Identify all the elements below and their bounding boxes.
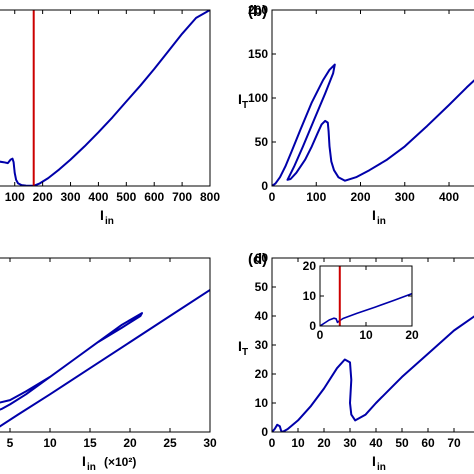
panel-c: 5 10 15 20 25 30 I in (×10²) — [0, 257, 217, 473]
panel-a-series-line-0 — [0, 10, 210, 186]
panel-d-inset-plot-area — [320, 266, 412, 326]
panel-d-y-tick-label: 40 — [255, 309, 269, 323]
panel-d-inset-background — [320, 266, 412, 326]
panel-c-plot-area — [0, 289, 210, 428]
panel-c-series-line-1 — [0, 289, 210, 428]
panel-d-panel-label: (d) — [248, 251, 267, 268]
panel-a: 100 200 300 400 500 600 700 800 I in — [0, 9, 220, 227]
panel-d-inset-y-tick-label: 20 — [303, 259, 317, 273]
panel-d-x-tick-label: 40 — [369, 436, 383, 450]
panel-b-y-tick-label: 0 — [261, 179, 268, 193]
panel-d-inset: 0 10 20 0 10 20 — [303, 259, 419, 342]
panel-b-y-axis-subscript: T — [242, 100, 248, 111]
panel-c-x-axis-label: I — [82, 453, 86, 469]
panel-a-x-tick-label: 500 — [116, 190, 136, 204]
panel-b-x-tick-label: 100 — [306, 190, 326, 204]
panel-b-y-axis-label: I — [238, 91, 242, 107]
panel-a-x-axis-subscript: in — [105, 216, 114, 227]
panel-b-x-axis-label: I — [372, 207, 376, 223]
panel-d-y-tick-label: 0 — [261, 425, 268, 439]
panel-d-y-tick-label: 20 — [255, 367, 269, 381]
panel-d-x-tick-label: 10 — [291, 436, 305, 450]
panel-d-y-axis-subscript: T — [242, 347, 248, 358]
panel-b-axes-frame — [271, 9, 474, 187]
panel-b-y-tick-label: 100 — [248, 91, 268, 105]
panel-c-x-tick-label: 25 — [163, 436, 177, 450]
panel-a-axes-frame — [0, 9, 211, 187]
panel-b-x-tick-label: 0 — [269, 190, 276, 204]
panel-d-inset-x-tick-label: 10 — [359, 328, 373, 342]
panel-c-x-tick-label: 30 — [203, 436, 217, 450]
panel-c-x-axis-unit: (×10²) — [104, 455, 136, 469]
panel-a-x-tick-label: 400 — [88, 190, 108, 204]
panel-a-x-tick-label: 300 — [61, 190, 81, 204]
panel-a-x-tick-label: 200 — [33, 190, 53, 204]
panel-d-y-tick-label: 50 — [255, 280, 269, 294]
panel-d-y-axis-label: I — [238, 338, 242, 354]
panel-a-x-tick-label: 600 — [144, 190, 164, 204]
panel-b-x-tick-label: 200 — [350, 190, 370, 204]
panel-c-axes-frame — [0, 257, 211, 433]
panel-d-x-tick-label: 30 — [343, 436, 357, 450]
panel-a-x-tick-label: 800 — [200, 190, 220, 204]
panel-d-x-tick-label: 20 — [317, 436, 331, 450]
panel-d-inset-series-line-0 — [320, 292, 412, 326]
panel-c-x-tick-label: 15 — [83, 436, 97, 450]
panel-d-x-axis-subscript: in — [377, 462, 386, 473]
panel-d-y-tick-label: 60 — [255, 251, 269, 265]
panel-b-x-axis-subscript: in — [377, 216, 386, 227]
panel-b-y-tick-label: 50 — [255, 135, 269, 149]
panel-d-x-tick-label: 70 — [447, 436, 461, 450]
panel-a-plot-area — [0, 10, 210, 186]
panel-a-x-tick-label: 700 — [172, 190, 192, 204]
panel-d-x-tick-label: 60 — [421, 436, 435, 450]
panel-d-y-tick-label: 30 — [255, 338, 269, 352]
panel-c-x-tick-label: 5 — [7, 436, 14, 450]
panel-d-inset-x-tick-label: 20 — [405, 328, 419, 342]
panel-d-plot-area — [272, 315, 474, 432]
panel-b-x-tick-label: 400 — [439, 190, 459, 204]
panel-d-inset-y-tick-label: 10 — [303, 289, 317, 303]
panel-d-inset-y-tick-label: 0 — [309, 319, 316, 333]
panel-c-x-tick-label: 20 — [123, 436, 137, 450]
panel-c-x-tick-label: 10 — [43, 436, 57, 450]
panel-b-plot-area — [272, 63, 474, 186]
panel-a-x-tick-label: 100 — [5, 190, 25, 204]
panel-c-x-axis-subscript: in — [87, 462, 96, 473]
panel-b-panel-label: (b) — [248, 3, 267, 20]
panel-b-series-line-0 — [272, 63, 474, 186]
panel-d-series-line-0 — [272, 315, 474, 432]
panel-c-series-line-0 — [0, 312, 143, 411]
panel-b-x-tick-label: 300 — [395, 190, 415, 204]
panel-d-x-tick-label: 0 — [269, 436, 276, 450]
panel-d-x-axis-label: I — [372, 453, 376, 469]
panel-d-y-tick-label: 10 — [255, 396, 269, 410]
panel-d-inset-x-tick-label: 0 — [317, 328, 324, 342]
panel-b-y-tick-label: 150 — [248, 47, 268, 61]
panel-a-x-axis-label: I — [100, 207, 104, 223]
panel-b-y-tick-label: 200 — [248, 3, 268, 17]
panel-d-x-tick-label: 50 — [395, 436, 409, 450]
